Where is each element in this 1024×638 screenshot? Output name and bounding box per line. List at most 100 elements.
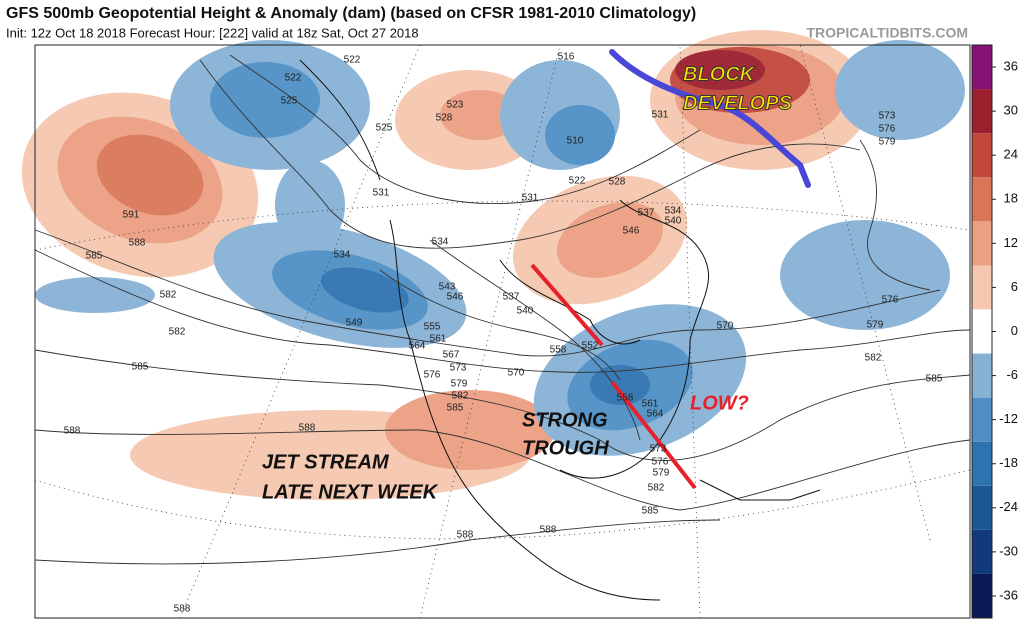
contour-label: 558 (617, 393, 634, 404)
graticule (34, 44, 971, 619)
contour-label: 582 (865, 353, 882, 364)
title: GFS 500mb Geopotential Height & Anomaly … (6, 5, 696, 22)
contour-label: 522 (344, 55, 361, 66)
contour-labels: 522 522 525 516 531 523 528 525 510 531 522 528 531 5… (64, 52, 943, 615)
map-area (21, 30, 971, 619)
contour-label: 546 (447, 292, 464, 303)
contour-label: 576 (882, 295, 899, 306)
contour-label: 570 (508, 368, 525, 379)
colorbar-tick-label: -36 (999, 587, 1018, 602)
contour-label: 537 (503, 292, 520, 303)
block-line (609, 49, 811, 188)
source: TROPICALTIDBITS.COM (806, 25, 968, 41)
contour-label: 570 (717, 321, 734, 332)
contour-label: 549 (346, 318, 363, 329)
colorbar-tick-label: 12 (1004, 235, 1018, 250)
contour-label: 528 (436, 113, 453, 124)
annotation: STRONG (522, 409, 608, 431)
contour-label: 576 (652, 457, 669, 468)
colorbar-tick-label: 36 (1004, 58, 1018, 73)
height-contours (34, 54, 971, 565)
contour-label: 585 (132, 362, 149, 373)
contour-label: 561 (430, 334, 447, 345)
colorbar-band (972, 45, 992, 90)
contour-label: 585 (86, 251, 103, 262)
contour-label: 579 (451, 379, 468, 390)
contour-label: 576 (879, 124, 896, 135)
contour-label: 579 (879, 137, 896, 148)
colorbar: 36 30 24 18 12 6 0 -6 -12 -18 -24 -30 -36 (971, 44, 1018, 619)
colorbar-band (972, 177, 992, 222)
contour-label: 561 (642, 399, 659, 410)
colorbar-band (972, 221, 992, 266)
contour-label: 531 (652, 110, 669, 121)
contour-label: 558 (550, 345, 567, 356)
colorbar-band (972, 133, 992, 178)
coastline (299, 59, 821, 601)
colorbar-band (972, 309, 992, 354)
contour-label: 555 (424, 322, 441, 333)
annotation: BLOCK (683, 63, 756, 85)
contour-label: 573 (650, 444, 667, 455)
colorbar-band (972, 397, 992, 442)
colorbar-tick-label: -18 (999, 455, 1018, 470)
contour-label: 537 (638, 208, 655, 219)
colorbar-band (972, 441, 992, 486)
contour-label: 523 (447, 100, 464, 111)
contour-label: 516 (558, 52, 575, 63)
contour-label: 540 (517, 306, 534, 317)
contour-label: 546 (623, 226, 640, 237)
contour-label: 528 (609, 177, 626, 188)
contour-label: 579 (653, 468, 670, 479)
annotation: LOW? (690, 392, 749, 414)
contour-label: 588 (540, 525, 557, 536)
colorbar-band (972, 573, 992, 618)
colorbar-tick-label: 6 (1011, 279, 1018, 294)
contour-label: 534 (665, 206, 682, 217)
contour-label: 552 (582, 341, 599, 352)
contour-label: 582 (648, 483, 665, 494)
contour-label: 588 (129, 238, 146, 249)
contour-label: 531 (373, 188, 390, 199)
contour-label: 588 (174, 604, 191, 615)
contour-label: 573 (450, 363, 467, 374)
annotations: BLOCK DEVELOPS LOW? STRONG TROUGH JET STREAM L… (262, 63, 793, 504)
contour-label: 585 (447, 403, 464, 414)
map-frame (34, 44, 971, 619)
contour-label: 588 (64, 426, 81, 437)
contour-label: 522 (569, 176, 586, 187)
contour-label: 585 (926, 374, 943, 385)
contour-label: 564 (647, 409, 664, 420)
contour-label: 573 (879, 111, 896, 122)
contour-label: 522 (285, 73, 302, 84)
annotation: JET STREAM (262, 451, 390, 473)
contour-label: 582 (160, 290, 177, 301)
contour-label: 585 (642, 506, 659, 517)
colorbar-tick-label: 18 (1004, 191, 1018, 206)
contour-label: 579 (867, 320, 884, 331)
contour-label: 588 (299, 423, 316, 434)
contour-label: 588 (457, 530, 474, 541)
contour-label: 582 (169, 327, 186, 338)
trough-arrow-south (610, 380, 697, 490)
colorbar-band (972, 89, 992, 134)
colorbar-tick-label: -12 (999, 411, 1018, 426)
colorbar-tick-label: -6 (1006, 367, 1018, 382)
contour-label: 531 (522, 193, 539, 204)
colorbar-band (972, 529, 992, 574)
contour-label: 576 (424, 370, 441, 381)
colorbar-tick-label: 24 (1004, 147, 1018, 162)
colorbar-band (972, 485, 992, 530)
subtitle: Init: 12z Oct 18 2018 Forecast Hour: [22… (6, 25, 419, 40)
annotation: LATE NEXT WEEK (262, 481, 439, 503)
colorbar-tick-label: -24 (999, 499, 1018, 514)
colorbar-tick-label: 30 (1004, 103, 1018, 118)
contour-label: 582 (452, 391, 469, 402)
colorbar-tick-label: 0 (1011, 323, 1018, 338)
annotation: DEVELOPS (683, 92, 793, 114)
annotation: TROUGH (522, 437, 609, 459)
colorbar-band (972, 265, 992, 310)
contour-label: 510 (567, 136, 584, 147)
contour-label: 525 (376, 123, 393, 134)
